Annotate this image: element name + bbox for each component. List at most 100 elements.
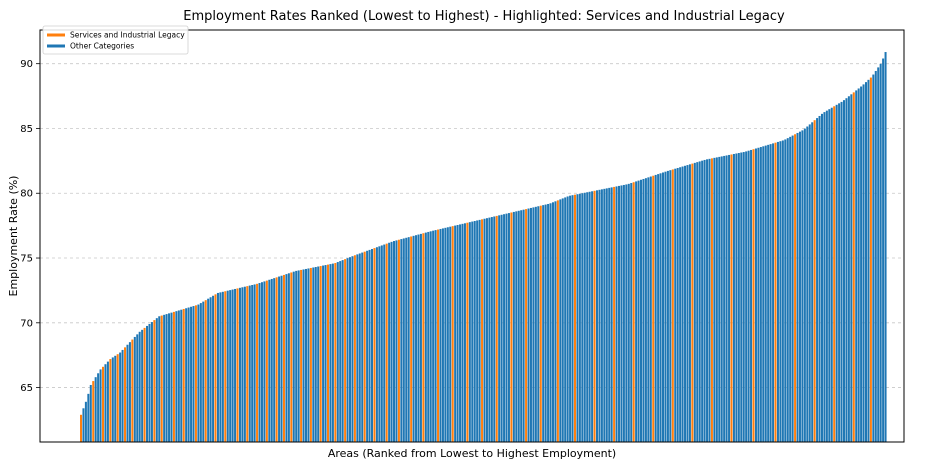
bar: [476, 220, 479, 442]
bar: [114, 355, 117, 442]
bar: [498, 215, 501, 442]
bar-highlighted: [397, 239, 400, 442]
bar: [520, 210, 523, 442]
bar: [600, 189, 603, 442]
bar: [395, 240, 398, 442]
bar: [104, 364, 107, 442]
bar-highlighted: [124, 347, 127, 442]
bar: [569, 195, 572, 442]
bar: [769, 144, 772, 442]
bar: [170, 312, 173, 442]
bar-highlighted: [451, 226, 454, 442]
bar: [515, 211, 518, 442]
bar: [87, 393, 90, 442]
bar: [197, 304, 200, 442]
bar: [828, 109, 831, 442]
bar: [598, 189, 601, 442]
bar: [263, 281, 266, 442]
bar: [874, 70, 877, 442]
bar: [701, 160, 704, 442]
bar: [483, 218, 486, 442]
bar: [529, 207, 532, 442]
bar: [324, 265, 327, 442]
bar: [248, 285, 251, 442]
chart-title: Employment Rates Ranked (Lowest to Highe…: [183, 9, 785, 24]
bar: [280, 275, 283, 442]
bar: [686, 165, 689, 442]
bar: [811, 122, 814, 443]
bar: [212, 295, 215, 442]
bar: [505, 213, 508, 442]
bar: [547, 203, 550, 442]
bar: [838, 103, 841, 442]
bar: [94, 377, 97, 442]
bar: [133, 336, 136, 442]
bar: [358, 253, 361, 442]
bar: [583, 192, 586, 442]
bar: [693, 162, 696, 442]
bar: [688, 164, 691, 442]
bar: [287, 273, 290, 442]
bar: [735, 153, 738, 443]
bar: [803, 128, 806, 442]
bar-highlighted: [275, 277, 278, 442]
bar: [456, 224, 459, 442]
bar: [388, 242, 391, 442]
bar-highlighted: [652, 175, 655, 443]
bar: [847, 96, 850, 442]
bar: [806, 126, 809, 443]
bar: [649, 176, 652, 443]
bar-highlighted: [290, 272, 293, 442]
bar: [295, 270, 298, 442]
bar: [696, 162, 699, 442]
bar: [375, 247, 378, 442]
bar-highlighted: [556, 200, 559, 442]
bar: [405, 237, 408, 442]
bar-highlighted: [214, 294, 217, 442]
y-tick-label-70: 70: [20, 318, 33, 329]
legend-label-other: Other Categories: [70, 42, 134, 51]
bar: [823, 112, 826, 443]
bar-highlighted: [573, 194, 576, 442]
bar: [165, 314, 168, 442]
bar: [185, 308, 188, 442]
bar: [720, 156, 723, 442]
bar: [776, 141, 779, 442]
bar-highlighted: [437, 229, 440, 442]
bar: [349, 257, 352, 442]
bar: [202, 301, 205, 442]
bar: [772, 143, 775, 442]
bar: [507, 213, 510, 442]
bar: [415, 235, 418, 442]
bar-highlighted: [510, 212, 513, 442]
bar: [138, 331, 141, 442]
bar: [595, 190, 598, 442]
bar-highlighted: [593, 190, 596, 442]
bar: [559, 199, 562, 442]
bar-highlighted: [143, 327, 146, 442]
bar: [737, 153, 740, 442]
bar: [390, 241, 393, 442]
bar: [725, 155, 728, 442]
bar: [571, 195, 574, 442]
bar-highlighted: [300, 269, 303, 442]
bar-highlighted: [236, 288, 239, 442]
bar-highlighted: [525, 209, 528, 442]
bar-highlighted: [852, 92, 855, 443]
bar: [578, 193, 581, 442]
bar: [855, 90, 858, 443]
plot-frame: [39, 29, 905, 443]
bar: [740, 152, 743, 442]
y-axis-ticks: 65 70 75 80 85 90: [20, 59, 40, 394]
bar: [302, 269, 305, 442]
bar: [190, 306, 193, 442]
bar: [674, 168, 677, 442]
bar: [872, 74, 875, 442]
bar: [884, 52, 887, 442]
bar-highlighted: [466, 222, 469, 442]
bar: [417, 234, 420, 442]
bar: [615, 186, 618, 442]
bar: [845, 98, 848, 443]
bar-highlighted: [160, 315, 163, 442]
bar: [317, 266, 320, 442]
